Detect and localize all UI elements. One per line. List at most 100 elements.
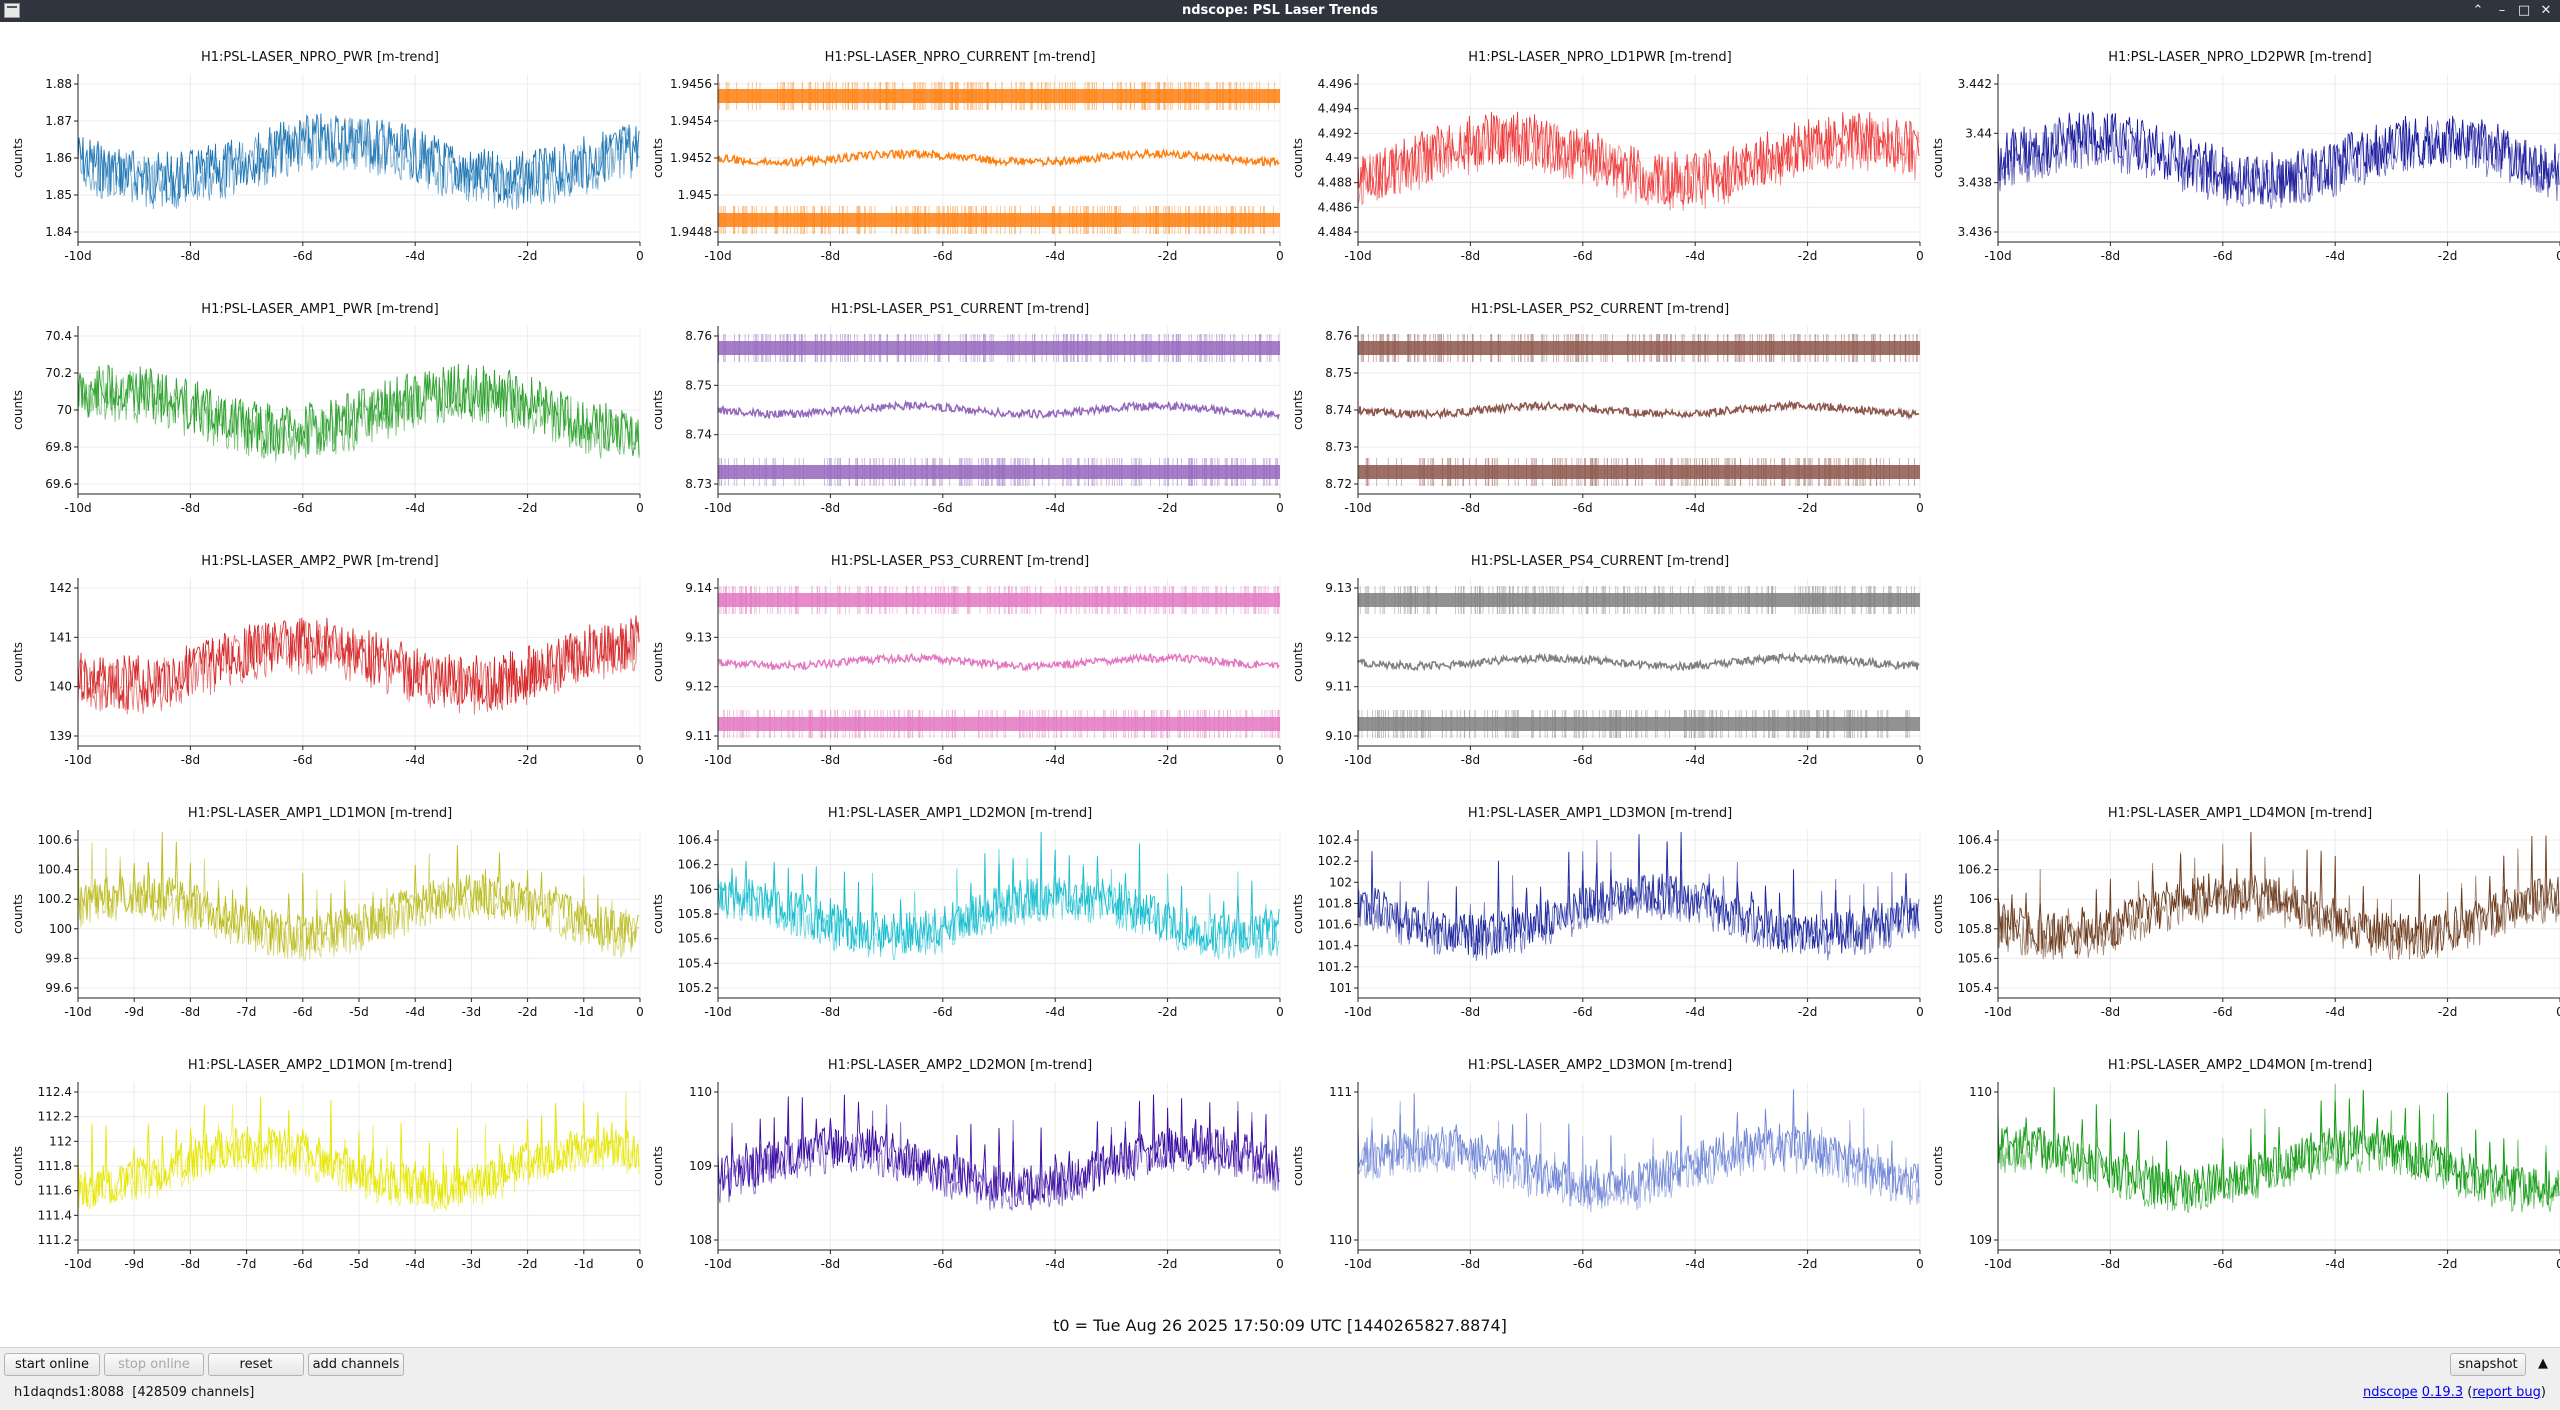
plot-title: H1:PSL-LASER_NPRO_LD2PWR [m-trend] [2108, 50, 2372, 65]
y-tick-label: 1.85 [45, 188, 72, 202]
plot-psl-laser-amp2-ld2mon[interactable]: H1:PSL-LASER_AMP2_LD2MON [m-trend] 110 109… [640, 1058, 1284, 1308]
plot-canvas[interactable]: 112.4 112.2 112 111.8 111.6 111.4 111.2 -10d -9d… [0, 1058, 644, 1308]
plot-canvas[interactable]: 142 141 140 139 -10d -8d -6d -4d -2d 0 counts [0, 554, 644, 804]
plot-canvas[interactable]: 106.4 106.2 106 105.8 105.6 105.4 105.2 -10d -8d… [640, 806, 1284, 1056]
plot-canvas[interactable]: 70.4 70.2 70 69.8 69.6 -10d -8d -6d -4d -2d 0 count… [0, 302, 644, 552]
plot-canvas[interactable]: 9.13 9.12 9.11 9.10 -10d -8d -6d -4d -2d 0 counts [1280, 554, 1924, 804]
snapshot-button[interactable]: snapshot [2450, 1353, 2526, 1376]
x-tick-label: -10d [1344, 501, 1371, 515]
y-axis-label: counts [651, 894, 665, 934]
x-tick-label: -4d [1045, 249, 1065, 263]
plot-canvas[interactable]: 110 109 -10d -8d -6d -4d -2d 0 counts [1920, 1058, 2560, 1308]
plot-canvas[interactable]: 1.88 1.87 1.86 1.85 1.84 -10d -8d -6d -4d -2d 0 cou… [0, 50, 644, 300]
x-tick-label: -6d [1573, 501, 1593, 515]
collapse-icon[interactable]: ⌃ [2472, 3, 2484, 18]
plot-psl-laser-amp2-pwr[interactable]: H1:PSL-LASER_AMP2_PWR [m-trend] 142 141 140… [0, 554, 644, 804]
plot-canvas[interactable]: 100.6 100.4 100.2 100 99.8 99.6 -10d -9d -8d -7d -… [0, 806, 644, 1056]
plot-canvas[interactable]: 3.442 3.44 3.438 3.436 -10d -8d -6d -4d -2d 0 coun… [1920, 50, 2560, 300]
plot-psl-laser-amp1-ld2mon[interactable]: H1:PSL-LASER_AMP1_LD2MON [m-trend] 106.4 1… [640, 806, 1284, 1056]
y-axis-label: counts [1931, 138, 1945, 178]
y-axis-label: counts [651, 1146, 665, 1186]
plot-canvas[interactable]: 106.4 106.2 106 105.8 105.6 105.4 -10d -8d -6d -4… [1920, 806, 2560, 1056]
y-tick-label: 4.488 [1318, 176, 1352, 190]
y-axis-label: counts [1931, 894, 1945, 934]
plot-canvas[interactable]: 111 110 -10d -8d -6d -4d -2d 0 counts [1280, 1058, 1924, 1308]
plot-psl-laser-amp2-ld4mon[interactable]: H1:PSL-LASER_AMP2_LD4MON [m-trend] 110 109… [1920, 1058, 2560, 1308]
maximize-icon[interactable]: □ [2517, 3, 2531, 18]
x-tick-label: -9d [124, 1005, 144, 1019]
plot-psl-laser-ps2-current[interactable]: H1:PSL-LASER_PS2_CURRENT [m-trend] 8.76 8.… [1280, 302, 1924, 552]
start-online-button[interactable]: start online [4, 1353, 100, 1376]
close-icon[interactable]: ✕ [2540, 3, 2552, 18]
plot-psl-laser-amp2-ld1mon[interactable]: H1:PSL-LASER_AMP2_LD1MON [m-trend] 112.4 1… [0, 1058, 644, 1308]
y-tick-label: 8.72 [1325, 477, 1352, 491]
plot-psl-laser-amp1-ld3mon[interactable]: H1:PSL-LASER_AMP1_LD3MON [m-trend] 102.4 1… [1280, 806, 1924, 1056]
x-tick-label: -4d [405, 1005, 425, 1019]
plot-canvas[interactable]: 8.76 8.75 8.74 8.73 8.72 -10d -8d -6d -4d -2d 0 cou… [1280, 302, 1924, 552]
report-bug-link[interactable]: report bug [2472, 1385, 2541, 1400]
x-tick-label: -4d [1685, 249, 1705, 263]
y-tick-label: 1.9448 [670, 225, 712, 239]
version-link[interactable]: 0.19.3 [2421, 1385, 2464, 1400]
plot-canvas[interactable]: 9.14 9.13 9.12 9.11 -10d -8d -6d -4d -2d 0 counts [640, 554, 1284, 804]
x-tick-label: -8d [821, 249, 841, 263]
title-bar: ndscope: PSL Laser Trends ⌃ – □ ✕ [0, 0, 2560, 22]
x-tick-label: -6d [1573, 249, 1593, 263]
plot-psl-laser-npro-current[interactable]: H1:PSL-LASER_NPRO_CURRENT [m-trend] 1.945… [640, 50, 1284, 300]
x-tick-label: -4d [1045, 501, 1065, 515]
y-tick-label: 108 [689, 1233, 712, 1247]
trace [1997, 110, 2560, 210]
t0-label: t0 = Tue Aug 26 2025 17:50:09 UTC [14402… [1053, 1316, 1507, 1335]
trace [77, 113, 640, 211]
expand-up-icon[interactable]: ▲ [2538, 1356, 2548, 1371]
plot-canvas[interactable]: 8.76 8.75 8.74 8.73 -10d -8d -6d -4d -2d 0 counts [640, 302, 1284, 552]
x-tick-label: -6d [1573, 1005, 1593, 1019]
x-tick-label: -4d [2325, 1257, 2345, 1271]
x-tick-label: -2d [1158, 249, 1178, 263]
x-tick-label: -8d [821, 501, 841, 515]
plot-psl-laser-ps1-current[interactable]: H1:PSL-LASER_PS1_CURRENT [m-trend] 8.76 8.… [640, 302, 1284, 552]
add-channels-button[interactable]: add channels [308, 1353, 404, 1376]
reset-button[interactable]: reset [208, 1353, 304, 1376]
y-tick-label: 100.2 [38, 892, 72, 906]
plot-title: H1:PSL-LASER_AMP2_PWR [m-trend] [201, 554, 439, 569]
x-tick-label: -8d [181, 1005, 201, 1019]
plot-psl-laser-amp1-ld1mon[interactable]: H1:PSL-LASER_AMP1_LD1MON [m-trend] 100.6 1… [0, 806, 644, 1056]
x-tick-label: -8d [821, 1005, 841, 1019]
plot-psl-laser-npro-ld2pwr[interactable]: H1:PSL-LASER_NPRO_LD2PWR [m-trend] 3.442 3… [1920, 50, 2560, 300]
x-tick-label: -8d [2101, 1257, 2121, 1271]
minimize-icon[interactable]: – [2498, 3, 2506, 18]
x-tick-label: -5d [349, 1257, 369, 1271]
x-tick-label: -10d [1984, 1257, 2011, 1271]
y-tick-label: 110 [1329, 1233, 1352, 1247]
plot-canvas[interactable]: 110 109 108 -10d -8d -6d -4d -2d 0 counts [640, 1058, 1284, 1308]
y-tick-label: 70.4 [45, 329, 72, 343]
x-tick-label: -4d [1685, 501, 1705, 515]
y-tick-label: 105.4 [678, 956, 712, 970]
plot-psl-laser-amp2-ld3mon[interactable]: H1:PSL-LASER_AMP2_LD3MON [m-trend] 111 110… [1280, 1058, 1924, 1308]
plot-title: H1:PSL-LASER_PS4_CURRENT [m-trend] [1470, 554, 1730, 569]
plot-canvas[interactable]: 4.496 4.494 4.492 4.49 4.488 4.486 4.484 -10d -8… [1280, 50, 1924, 300]
y-axis-label: counts [1291, 1146, 1305, 1186]
plot-psl-laser-amp1-pwr[interactable]: H1:PSL-LASER_AMP1_PWR [m-trend] 70.4 70.2 7… [0, 302, 644, 552]
x-tick-label: -10d [704, 1257, 731, 1271]
trace [1357, 334, 1920, 486]
plot-psl-laser-amp1-ld4mon[interactable]: H1:PSL-LASER_AMP1_LD4MON [m-trend] 106.4 1… [1920, 806, 2560, 1056]
x-tick-label: -4d [1045, 753, 1065, 767]
trace [77, 1091, 640, 1213]
x-tick-label: 0 [1276, 501, 1284, 515]
plot-psl-laser-npro-ld1pwr[interactable]: H1:PSL-LASER_NPRO_LD1PWR [m-trend] 4.496 4… [1280, 50, 1924, 300]
plot-psl-laser-ps4-current[interactable]: H1:PSL-LASER_PS4_CURRENT [m-trend] 9.13 9.… [1280, 554, 1924, 804]
y-tick-label: 142 [49, 581, 72, 595]
plot-canvas[interactable]: 102.4 102.2 102 101.8 101.6 101.4 101.2 101 -10d… [1280, 806, 1924, 1056]
plot-canvas[interactable]: 1.9456 1.9454 1.9452 1.945 1.9448 -10d -8d -6d -… [640, 50, 1284, 300]
stop-online-button[interactable]: stop online [104, 1353, 204, 1376]
y-tick-label: 9.10 [1325, 729, 1352, 743]
ndscope-link[interactable]: ndscope [2362, 1385, 2418, 1400]
trace [77, 831, 640, 961]
trace [1997, 1083, 2560, 1213]
y-tick-label: 101.2 [1318, 960, 1352, 974]
y-tick-label: 69.8 [45, 440, 72, 454]
plot-psl-laser-npro-pwr[interactable]: H1:PSL-LASER_NPRO_PWR [m-trend] 1.88 1.87 1… [0, 50, 644, 300]
plot-psl-laser-ps3-current[interactable]: H1:PSL-LASER_PS3_CURRENT [m-trend] 9.14 9.… [640, 554, 1284, 804]
